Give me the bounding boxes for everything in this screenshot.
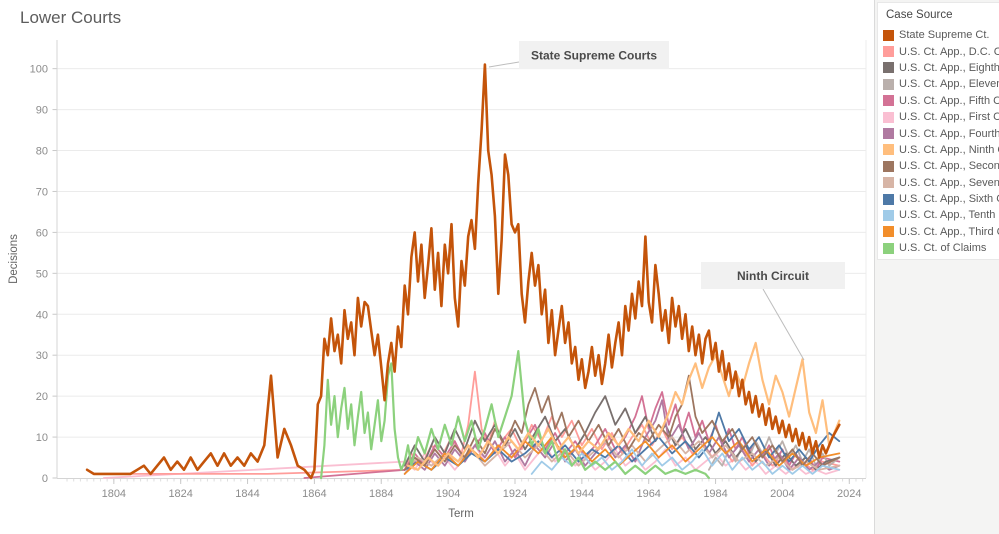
legend-item-list: State Supreme Ct. U.S. Ct. App., D.C. Cir… bbox=[878, 27, 999, 256]
y-tick-label: 40 bbox=[36, 309, 48, 321]
annotation-box[interactable] bbox=[519, 41, 669, 69]
legend-item[interactable]: U.S. Ct. App., Sevent.. bbox=[878, 175, 999, 191]
legend-label: U.S. Ct. App., Second.. bbox=[899, 160, 999, 173]
legend-swatch bbox=[883, 193, 894, 205]
annotation-connector bbox=[762, 288, 805, 361]
legend-swatch bbox=[883, 226, 894, 238]
y-tick-label: 90 bbox=[36, 105, 48, 117]
x-tick-label: 1884 bbox=[369, 488, 393, 500]
legend-item[interactable]: U.S. Ct. App., Eighth .. bbox=[878, 60, 999, 76]
y-tick-label: 60 bbox=[36, 227, 48, 239]
x-tick-label: 1864 bbox=[302, 488, 326, 500]
legend-swatch bbox=[883, 95, 894, 107]
legend-panel: Case Source State Supreme Ct. U.S. Ct. Ap… bbox=[874, 0, 999, 534]
annotation-connector bbox=[488, 61, 520, 68]
legend-item[interactable]: U.S. Ct. App., Sixth Ci.. bbox=[878, 191, 999, 207]
legend-swatch bbox=[883, 29, 894, 41]
legend-swatch bbox=[883, 242, 894, 254]
x-tick-label: 1804 bbox=[102, 488, 126, 500]
legend-card: Case Source State Supreme Ct. U.S. Ct. Ap… bbox=[877, 2, 999, 260]
legend-label: U.S. Ct. App., Sevent.. bbox=[899, 176, 999, 189]
x-tick-label: 1964 bbox=[636, 488, 660, 500]
legend-item[interactable]: U.S. Ct. App., Tenth C.. bbox=[878, 207, 999, 223]
y-tick-label: 100 bbox=[30, 64, 48, 76]
annotation-text: Ninth Circuit bbox=[737, 269, 809, 283]
x-tick-label: 1924 bbox=[503, 488, 527, 500]
legend-label: U.S. Ct. App., Third Ci.. bbox=[899, 225, 999, 238]
legend-label: U.S. Ct. App., Fifth Cir. bbox=[899, 94, 999, 107]
legend-label: U.S. Ct. App., Sixth Ci.. bbox=[899, 193, 999, 206]
y-tick-label: 10 bbox=[36, 432, 48, 444]
legend-item[interactable]: State Supreme Ct. bbox=[878, 27, 999, 43]
legend-item[interactable]: U.S. Ct. App., Ninth C.. bbox=[878, 142, 999, 158]
series-line-11[interactable] bbox=[530, 448, 841, 475]
legend-item[interactable]: U.S. Ct. App., Fifth Cir. bbox=[878, 93, 999, 109]
y-tick-label: 70 bbox=[36, 186, 48, 198]
legend-swatch bbox=[883, 177, 894, 189]
y-tick-label: 80 bbox=[36, 146, 48, 158]
legend-swatch bbox=[883, 46, 894, 58]
x-tick-label: 1824 bbox=[168, 488, 192, 500]
legend-swatch bbox=[883, 128, 894, 140]
line-chart: 0 10 20 30 40 50 60 70 80 90 100 1804 1824 1844 1864 18… bbox=[8, 40, 867, 520]
legend-title: Case Source bbox=[886, 9, 953, 21]
legend-item[interactable]: U.S. Ct. App., D.C. Cir. bbox=[878, 43, 999, 59]
legend-label: U.S. Ct. App., D.C. Cir. bbox=[899, 45, 999, 58]
legend-item[interactable]: U.S. Ct. App., Fourth .. bbox=[878, 125, 999, 141]
legend-swatch bbox=[883, 209, 894, 221]
legend-item[interactable]: U.S. Ct. App., Third Ci.. bbox=[878, 224, 999, 240]
chart-title: Lower Courts bbox=[20, 8, 122, 27]
legend-label: U.S. Ct. App., Eighth .. bbox=[899, 61, 999, 74]
legend-item[interactable]: U.S. Ct. App., Elevent.. bbox=[878, 76, 999, 92]
legend-label: U.S. Ct. App., Ninth C.. bbox=[899, 143, 999, 156]
x-tick-label: 1904 bbox=[436, 488, 460, 500]
series-line-7[interactable] bbox=[406, 341, 841, 471]
series-line-0[interactable] bbox=[85, 63, 841, 480]
axis-layer: 0 10 20 30 40 50 60 70 80 90 100 1804 1824 1844 1864 18… bbox=[30, 40, 867, 500]
series-line-13[interactable] bbox=[320, 350, 711, 480]
y-tick-label: 30 bbox=[36, 350, 48, 362]
legend-label: U.S. Ct. App., First Cir. bbox=[899, 111, 999, 124]
legend-label: U.S. Ct. App., Tenth C.. bbox=[899, 209, 999, 222]
x-axis-title: Term bbox=[448, 508, 474, 520]
x-tick-label: 2004 bbox=[770, 488, 794, 500]
y-tick-label: 0 bbox=[42, 473, 48, 485]
y-axis-title: Decisions bbox=[8, 234, 20, 284]
x-tick-label: 1844 bbox=[235, 488, 259, 500]
annotation-layer: State Supreme Courts Ninth Circuit bbox=[488, 41, 845, 361]
legend-swatch bbox=[883, 78, 894, 90]
series-layer bbox=[85, 63, 841, 480]
legend-item[interactable]: U.S. Ct. of Claims bbox=[878, 240, 999, 256]
legend-swatch bbox=[883, 160, 894, 172]
legend-swatch bbox=[883, 144, 894, 156]
legend-label: U.S. Ct. of Claims bbox=[899, 242, 987, 255]
legend-label: State Supreme Ct. bbox=[899, 29, 990, 42]
legend-swatch bbox=[883, 62, 894, 74]
y-tick-label: 20 bbox=[36, 391, 48, 403]
legend-item[interactable]: U.S. Ct. App., First Cir. bbox=[878, 109, 999, 125]
x-tick-label: 1984 bbox=[703, 488, 727, 500]
x-tick-label: 1944 bbox=[570, 488, 594, 500]
legend-swatch bbox=[883, 111, 894, 123]
annotation-box[interactable] bbox=[701, 262, 845, 289]
x-tick-label: 2024 bbox=[837, 488, 861, 500]
legend-item[interactable]: U.S. Ct. App., Second.. bbox=[878, 158, 999, 174]
y-tick-label: 50 bbox=[36, 268, 48, 280]
legend-label: U.S. Ct. App., Fourth .. bbox=[899, 127, 999, 140]
legend-label: U.S. Ct. App., Elevent.. bbox=[899, 78, 999, 91]
annotation-text: State Supreme Courts bbox=[531, 49, 657, 63]
